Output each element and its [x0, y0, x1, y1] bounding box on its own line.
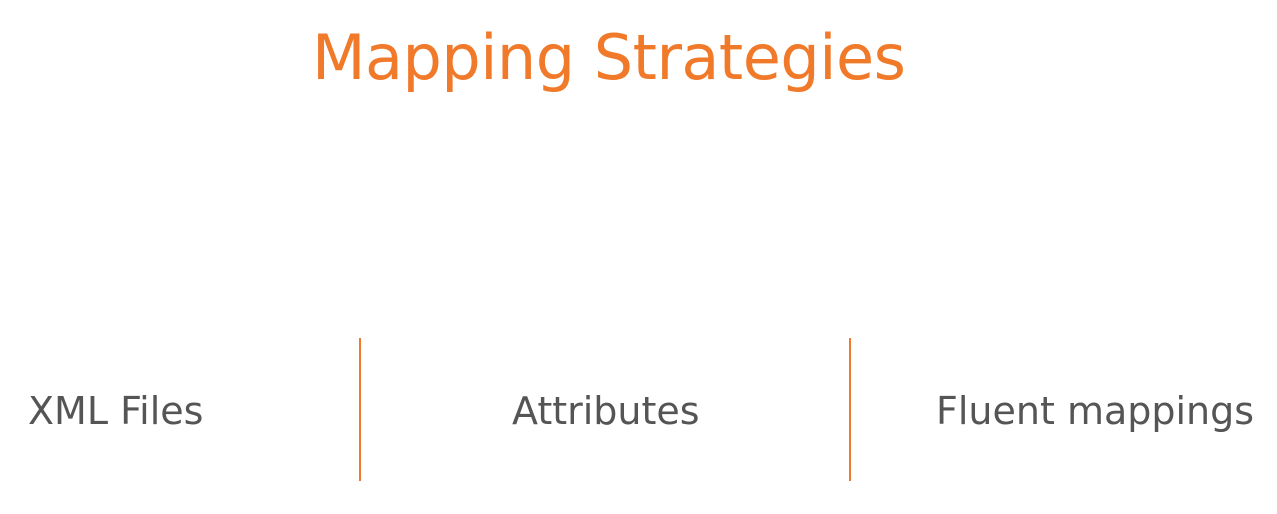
vertical-divider	[359, 338, 361, 481]
strategy-xml-files: XML Files	[28, 389, 204, 433]
strategy-fluent-mappings: Fluent mappings	[936, 389, 1255, 433]
strategy-attributes: Attributes	[512, 389, 700, 433]
vertical-divider	[849, 338, 851, 481]
slide-title: Mapping Strategies	[312, 21, 906, 94]
